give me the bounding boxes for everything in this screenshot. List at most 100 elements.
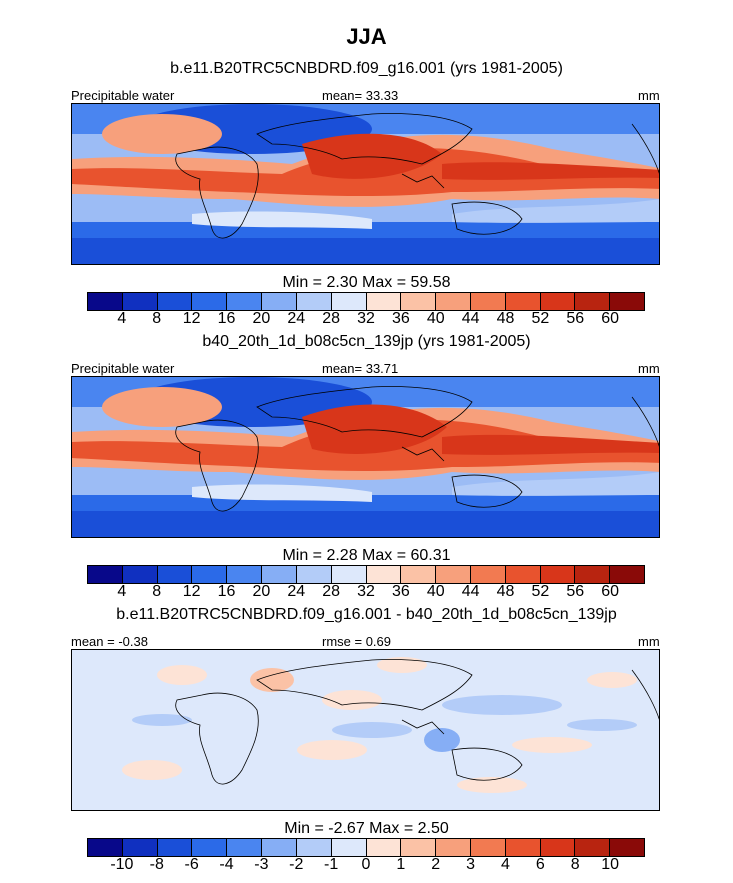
colorbar-swatch [157, 839, 193, 856]
colorbar-swatch [366, 566, 402, 583]
colorbar-tick-label: -8 [149, 856, 164, 873]
colorbar-swatch [88, 566, 123, 583]
panel-2-subtitle: b40_20th_1d_b08c5cn_139jp (yrs 1981-2005… [202, 333, 531, 350]
colorbar-tick-label: 40 [426, 310, 445, 327]
panel-3-subtitle: b.e11.B20TRC5CNBDRD.f09_g16.001 - b40_20… [116, 606, 617, 623]
colorbar-tick-label: 52 [531, 583, 550, 600]
colorbar-swatch [88, 839, 123, 856]
colorbar-tick-label: 36 [391, 583, 410, 600]
colorbar-tick-label: -1 [324, 856, 339, 873]
panel-1-units-label: mm [638, 88, 660, 103]
colorbar-tick-label: 3 [466, 856, 476, 873]
colorbar-swatch [575, 293, 611, 310]
colorbar-swatch [470, 839, 506, 856]
colorbar-swatch [436, 566, 471, 583]
colorbar-tick-label: 20 [252, 310, 271, 327]
colorbar-tick-label: 24 [287, 583, 306, 600]
panel-3-mean-label: mean = -0.38 [71, 634, 148, 649]
colorbar-swatch [575, 566, 611, 583]
colorbar-tick-label: 36 [391, 310, 410, 327]
colorbar-swatch [192, 566, 228, 583]
colorbar-tick-label: 12 [182, 583, 201, 600]
colorbar-tick-label: 32 [357, 583, 375, 600]
panel-1-subtitle: b.e11.B20TRC5CNBDRD.f09_g16.001 (yrs 198… [170, 60, 563, 77]
colorbar-tick-label: 2 [431, 856, 441, 873]
colorbar-swatch [331, 566, 367, 583]
panel-1-minmax: Min = 2.30 Max = 59.58 [282, 274, 451, 291]
colorbar-tick-label: 28 [322, 583, 341, 600]
colorbar-swatch [401, 566, 437, 583]
colorbar-swatch [122, 839, 158, 856]
panel-1-colorbar [87, 292, 645, 311]
colorbar-swatch [436, 293, 471, 310]
colorbar-tick-label: 48 [496, 310, 515, 327]
colorbar-tick-label: 1 [396, 856, 406, 873]
panel-3-map [71, 649, 660, 811]
panel-1-variable-label: Precipitable water [71, 88, 175, 103]
colorbar-tick-label: 20 [252, 583, 271, 600]
panel-2-colorbar-ticks: 4 8 12 16 20 24 28 32 36 40 44 48 52 56 60 [87, 583, 645, 601]
colorbar-swatch [262, 566, 297, 583]
colorbar-tick-label: 52 [531, 310, 550, 327]
colorbar-tick-label: 16 [217, 310, 236, 327]
colorbar-tick-label: 0 [361, 856, 371, 873]
colorbar-tick-label: 44 [461, 310, 480, 327]
colorbar-tick-label: -4 [219, 856, 234, 873]
colorbar-tick-label: 8 [570, 856, 580, 873]
colorbar-swatch [331, 839, 367, 856]
page-title: JJA [346, 24, 387, 49]
colorbar-swatch [192, 839, 228, 856]
panel-2-minmax: Min = 2.28 Max = 60.31 [282, 547, 451, 564]
panel-3-colorbar [87, 838, 645, 857]
colorbar-tick-label: -6 [184, 856, 199, 873]
colorbar-swatch [366, 293, 402, 310]
panel-1-map [71, 103, 660, 265]
colorbar-tick-label: 4 [117, 310, 127, 327]
colorbar-tick-label: 60 [601, 310, 620, 327]
colorbar-tick-label: 4 [501, 856, 510, 873]
colorbar-swatch [575, 839, 611, 856]
colorbar-swatch [366, 839, 402, 856]
colorbar-swatch [296, 566, 332, 583]
colorbar-swatch [610, 293, 644, 310]
colorbar-tick-label: 10 [601, 856, 620, 873]
panel-3-units-label: mm [638, 634, 660, 649]
colorbar-tick-label: -3 [254, 856, 269, 873]
colorbar-swatch [470, 566, 506, 583]
colorbar-swatch [227, 293, 263, 310]
colorbar-swatch [227, 566, 263, 583]
colorbar-swatch [157, 293, 193, 310]
colorbar-tick-label: 28 [322, 310, 341, 327]
colorbar-tick-label: 16 [217, 583, 236, 600]
colorbar-swatch [401, 839, 437, 856]
colorbar-swatch [88, 293, 123, 310]
colorbar-swatch [262, 293, 297, 310]
colorbar-swatch [540, 566, 576, 583]
colorbar-tick-label: 4 [117, 583, 127, 600]
panel-2-map [71, 376, 660, 538]
colorbar-swatch [122, 293, 158, 310]
colorbar-swatch [436, 839, 471, 856]
colorbar-swatch [157, 566, 193, 583]
panel-3-minmax: Min = -2.67 Max = 2.50 [284, 820, 449, 837]
colorbar-tick-label: 8 [152, 310, 162, 327]
colorbar-tick-label: 56 [566, 583, 585, 600]
colorbar-tick-label: 60 [601, 583, 620, 600]
colorbar-tick-label: 56 [566, 310, 585, 327]
colorbar-swatch [122, 566, 158, 583]
colorbar-swatch [540, 839, 576, 856]
colorbar-tick-label: 48 [496, 583, 515, 600]
colorbar-swatch [505, 293, 541, 310]
panel-1-mean-label: mean= 33.33 [322, 88, 399, 103]
colorbar-tick-label: 32 [357, 310, 375, 327]
colorbar-swatch [296, 839, 332, 856]
panel-2-units-label: mm [638, 361, 660, 376]
colorbar-tick-label: 8 [152, 583, 162, 600]
colorbar-swatch [192, 293, 228, 310]
colorbar-swatch [505, 839, 541, 856]
colorbar-swatch [296, 293, 332, 310]
panel-3-colorbar-ticks: -10 -8 -6 -4 -3 -2 -1 0 1 2 3 4 6 8 10 [87, 856, 645, 874]
colorbar-swatch [610, 566, 644, 583]
panel-1-colorbar-ticks: 4 8 12 16 20 24 28 32 36 40 44 48 52 56 60 [87, 310, 645, 328]
colorbar-swatch [610, 839, 644, 856]
